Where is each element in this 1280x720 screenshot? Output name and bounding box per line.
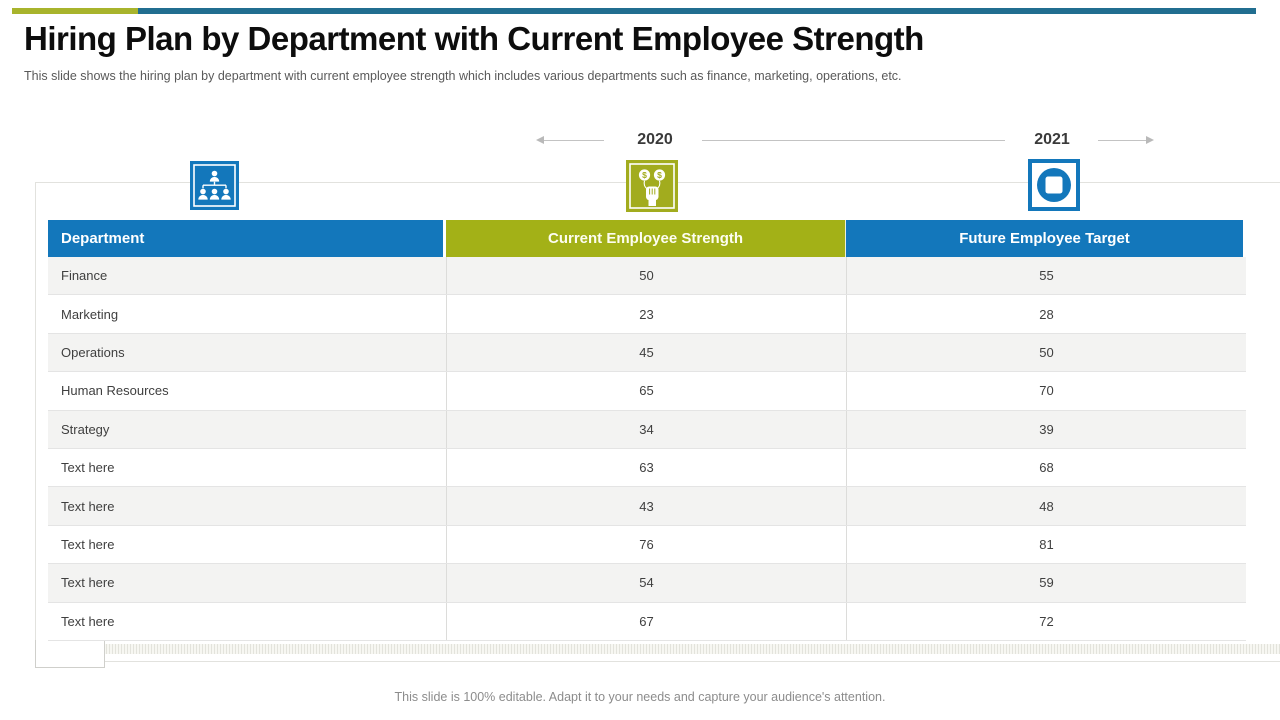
table-row: Text here 76 81 [48, 525, 1246, 565]
page-subtitle: This slide shows the hiring plan by depa… [24, 69, 902, 83]
svg-text:$: $ [642, 170, 647, 180]
column-header-current-strength: Current Employee Strength [446, 220, 846, 257]
arrow-right-icon [1146, 136, 1154, 144]
year-label-2021: 2021 [1034, 131, 1070, 148]
panel-corner-tab [35, 640, 105, 668]
future-target-cell: 72 [846, 602, 1246, 640]
current-strength-cell: 23 [446, 295, 846, 333]
current-strength-cell: 54 [446, 564, 846, 602]
future-target-cell: 70 [846, 372, 1246, 410]
hiring-plan-table: Department Current Employee Strength Fut… [48, 220, 1246, 641]
top-accent-bar-olive [12, 8, 138, 14]
arrow-left-icon [536, 136, 544, 144]
future-target-cell: 59 [846, 564, 1246, 602]
department-cell: Text here [61, 536, 115, 552]
table-row: Strategy 34 39 [48, 410, 1246, 449]
department-cell: Operations [61, 344, 125, 360]
footer-note: This slide is 100% editable. Adapt it to… [394, 690, 886, 704]
future-target-cell: 81 [846, 525, 1246, 564]
future-target-cell: 39 [846, 410, 1246, 448]
top-accent-bar-blue [138, 8, 1256, 14]
current-strength-cell: 65 [446, 372, 846, 410]
department-cell: Text here [61, 613, 115, 629]
table-row: Text here 43 48 [48, 487, 1246, 526]
table-row: Text here 67 72 [48, 602, 1246, 641]
future-target-cell: 48 [846, 487, 1246, 525]
current-strength-cell: 34 [446, 410, 846, 448]
table-header-row: Department Current Employee Strength Fut… [48, 220, 1246, 257]
table-row: Text here 54 59 [48, 564, 1246, 603]
money-hand-icon: $ $ [626, 160, 678, 212]
current-strength-cell: 43 [446, 487, 846, 525]
department-cell: Finance [61, 268, 108, 284]
table-row: Operations 45 50 [48, 333, 1246, 373]
table-row: Human Resources 65 70 [48, 372, 1246, 411]
timeline-line-right [1098, 140, 1146, 141]
department-cell: Marketing [61, 306, 119, 322]
svg-text:$: $ [657, 170, 662, 180]
future-target-cell: 50 [846, 333, 1246, 372]
timeline-line-middle [702, 140, 1005, 141]
current-strength-cell: 50 [446, 257, 846, 295]
column-header-future-target: Future Employee Target [846, 220, 1243, 257]
current-strength-cell: 67 [446, 602, 846, 640]
table-row: Finance 50 55 [48, 257, 1246, 296]
department-cell: Human Resources [61, 383, 169, 399]
department-cell: Text here [61, 575, 115, 591]
current-strength-cell: 76 [446, 525, 846, 564]
future-target-cell: 28 [846, 295, 1246, 333]
table-row: Marketing 23 28 [48, 295, 1246, 334]
future-target-cell: 68 [846, 448, 1246, 487]
future-target-cell: 55 [846, 257, 1246, 295]
year-label-2020: 2020 [637, 131, 673, 148]
department-cell: Text here [61, 460, 115, 476]
org-chart-icon [190, 161, 239, 210]
table-row: Text here 63 68 [48, 448, 1246, 488]
current-strength-cell: 45 [446, 333, 846, 372]
timeline-line-left [544, 140, 604, 141]
department-cell: Strategy [61, 421, 110, 437]
table-body: Finance 50 55 Marketing 23 28 Operations 45 50 Hu… [48, 257, 1246, 641]
decorative-stripe-bar [88, 644, 1280, 654]
current-strength-cell: 63 [446, 448, 846, 487]
target-shape-icon [1028, 159, 1080, 211]
page-title: Hiring Plan by Department with Current E… [24, 20, 924, 57]
department-cell: Text here [61, 498, 115, 514]
column-header-department: Department [48, 220, 446, 257]
